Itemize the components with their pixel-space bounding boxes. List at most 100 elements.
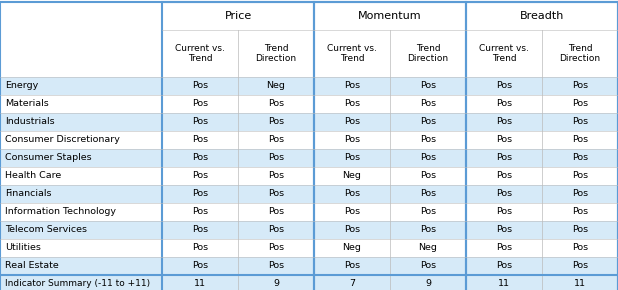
Text: Pos: Pos (420, 99, 436, 108)
Text: Pos: Pos (420, 81, 436, 90)
Text: Pos: Pos (192, 244, 208, 253)
Text: Pos: Pos (572, 99, 588, 108)
Text: Pos: Pos (496, 262, 512, 271)
Text: Pos: Pos (192, 189, 208, 198)
Text: 11: 11 (194, 280, 206, 289)
Text: Price: Price (224, 11, 252, 21)
Text: Pos: Pos (496, 189, 512, 198)
Text: Neg: Neg (266, 81, 286, 90)
Text: Neg: Neg (342, 244, 362, 253)
Text: Pos: Pos (344, 226, 360, 235)
Text: Pos: Pos (192, 226, 208, 235)
Text: Pos: Pos (496, 117, 512, 126)
Text: Financials: Financials (5, 189, 51, 198)
Text: Consumer Discretionary: Consumer Discretionary (5, 135, 120, 144)
Text: Momentum: Momentum (358, 11, 422, 21)
Text: Pos: Pos (572, 81, 588, 90)
Bar (466, 2, 618, 290)
Text: Pos: Pos (572, 244, 588, 253)
Text: Pos: Pos (420, 226, 436, 235)
Text: Pos: Pos (572, 262, 588, 271)
Text: Pos: Pos (344, 117, 360, 126)
Text: Pos: Pos (496, 244, 512, 253)
Text: 7: 7 (349, 280, 355, 289)
Text: Pos: Pos (268, 153, 284, 162)
Text: Pos: Pos (420, 262, 436, 271)
Text: Utilities: Utilities (5, 244, 41, 253)
Text: Pos: Pos (572, 226, 588, 235)
Text: Trend
Direction: Trend Direction (559, 44, 601, 63)
Text: Pos: Pos (192, 117, 208, 126)
Bar (0, 149, 618, 167)
Text: Pos: Pos (572, 153, 588, 162)
Text: Pos: Pos (420, 171, 436, 180)
Bar (0, 30, 618, 77)
Text: Pos: Pos (344, 153, 360, 162)
Text: Pos: Pos (496, 81, 512, 90)
Text: Pos: Pos (344, 189, 360, 198)
Text: Pos: Pos (192, 99, 208, 108)
Bar (314, 2, 466, 290)
Text: Current vs.
Trend: Current vs. Trend (479, 44, 529, 63)
Text: Pos: Pos (268, 226, 284, 235)
Text: Pos: Pos (420, 117, 436, 126)
Bar (0, 239, 618, 257)
Bar (0, 95, 618, 113)
Text: Breadth: Breadth (520, 11, 564, 21)
Text: Pos: Pos (192, 81, 208, 90)
Text: 11: 11 (574, 280, 586, 289)
Text: Consumer Staples: Consumer Staples (5, 153, 91, 162)
Text: Pos: Pos (344, 81, 360, 90)
Text: Real Estate: Real Estate (5, 262, 59, 271)
Text: Pos: Pos (572, 208, 588, 217)
Text: Pos: Pos (344, 262, 360, 271)
Text: Pos: Pos (268, 262, 284, 271)
Text: Pos: Pos (268, 117, 284, 126)
Text: 9: 9 (273, 280, 279, 289)
Text: Pos: Pos (268, 208, 284, 217)
Text: Pos: Pos (496, 135, 512, 144)
Text: 9: 9 (425, 280, 431, 289)
Text: Pos: Pos (572, 135, 588, 144)
Text: Pos: Pos (268, 99, 284, 108)
Bar (162, 2, 314, 290)
Text: Pos: Pos (344, 99, 360, 108)
Text: Pos: Pos (192, 262, 208, 271)
Text: Pos: Pos (192, 135, 208, 144)
Text: Pos: Pos (192, 153, 208, 162)
Bar (0, 221, 618, 239)
Text: Pos: Pos (496, 99, 512, 108)
Bar (0, 257, 618, 275)
Bar (0, 275, 618, 290)
Text: Current vs.
Trend: Current vs. Trend (327, 44, 377, 63)
Text: Neg: Neg (418, 244, 438, 253)
Text: Industrials: Industrials (5, 117, 54, 126)
Text: Pos: Pos (572, 171, 588, 180)
Text: Pos: Pos (192, 208, 208, 217)
Text: Pos: Pos (496, 226, 512, 235)
Text: Telecom Services: Telecom Services (5, 226, 87, 235)
Bar (0, 167, 618, 185)
Text: Trend
Direction: Trend Direction (407, 44, 449, 63)
Text: Current vs.
Trend: Current vs. Trend (175, 44, 225, 63)
Text: Health Care: Health Care (5, 171, 61, 180)
Bar (0, 113, 618, 131)
Text: Pos: Pos (268, 244, 284, 253)
Text: Pos: Pos (572, 117, 588, 126)
Bar (0, 203, 618, 221)
Text: Pos: Pos (268, 189, 284, 198)
Text: Information Technology: Information Technology (5, 208, 116, 217)
Bar (0, 185, 618, 203)
Text: Materials: Materials (5, 99, 49, 108)
Text: Pos: Pos (496, 153, 512, 162)
Text: Indicator Summary (-11 to +11): Indicator Summary (-11 to +11) (5, 280, 150, 289)
Text: Pos: Pos (496, 171, 512, 180)
Bar (0, 2, 618, 30)
Text: Pos: Pos (268, 171, 284, 180)
Bar (0, 77, 618, 95)
Text: Pos: Pos (344, 208, 360, 217)
Text: Pos: Pos (268, 135, 284, 144)
Text: Trend
Direction: Trend Direction (255, 44, 297, 63)
Text: 11: 11 (498, 280, 510, 289)
Text: Pos: Pos (192, 171, 208, 180)
